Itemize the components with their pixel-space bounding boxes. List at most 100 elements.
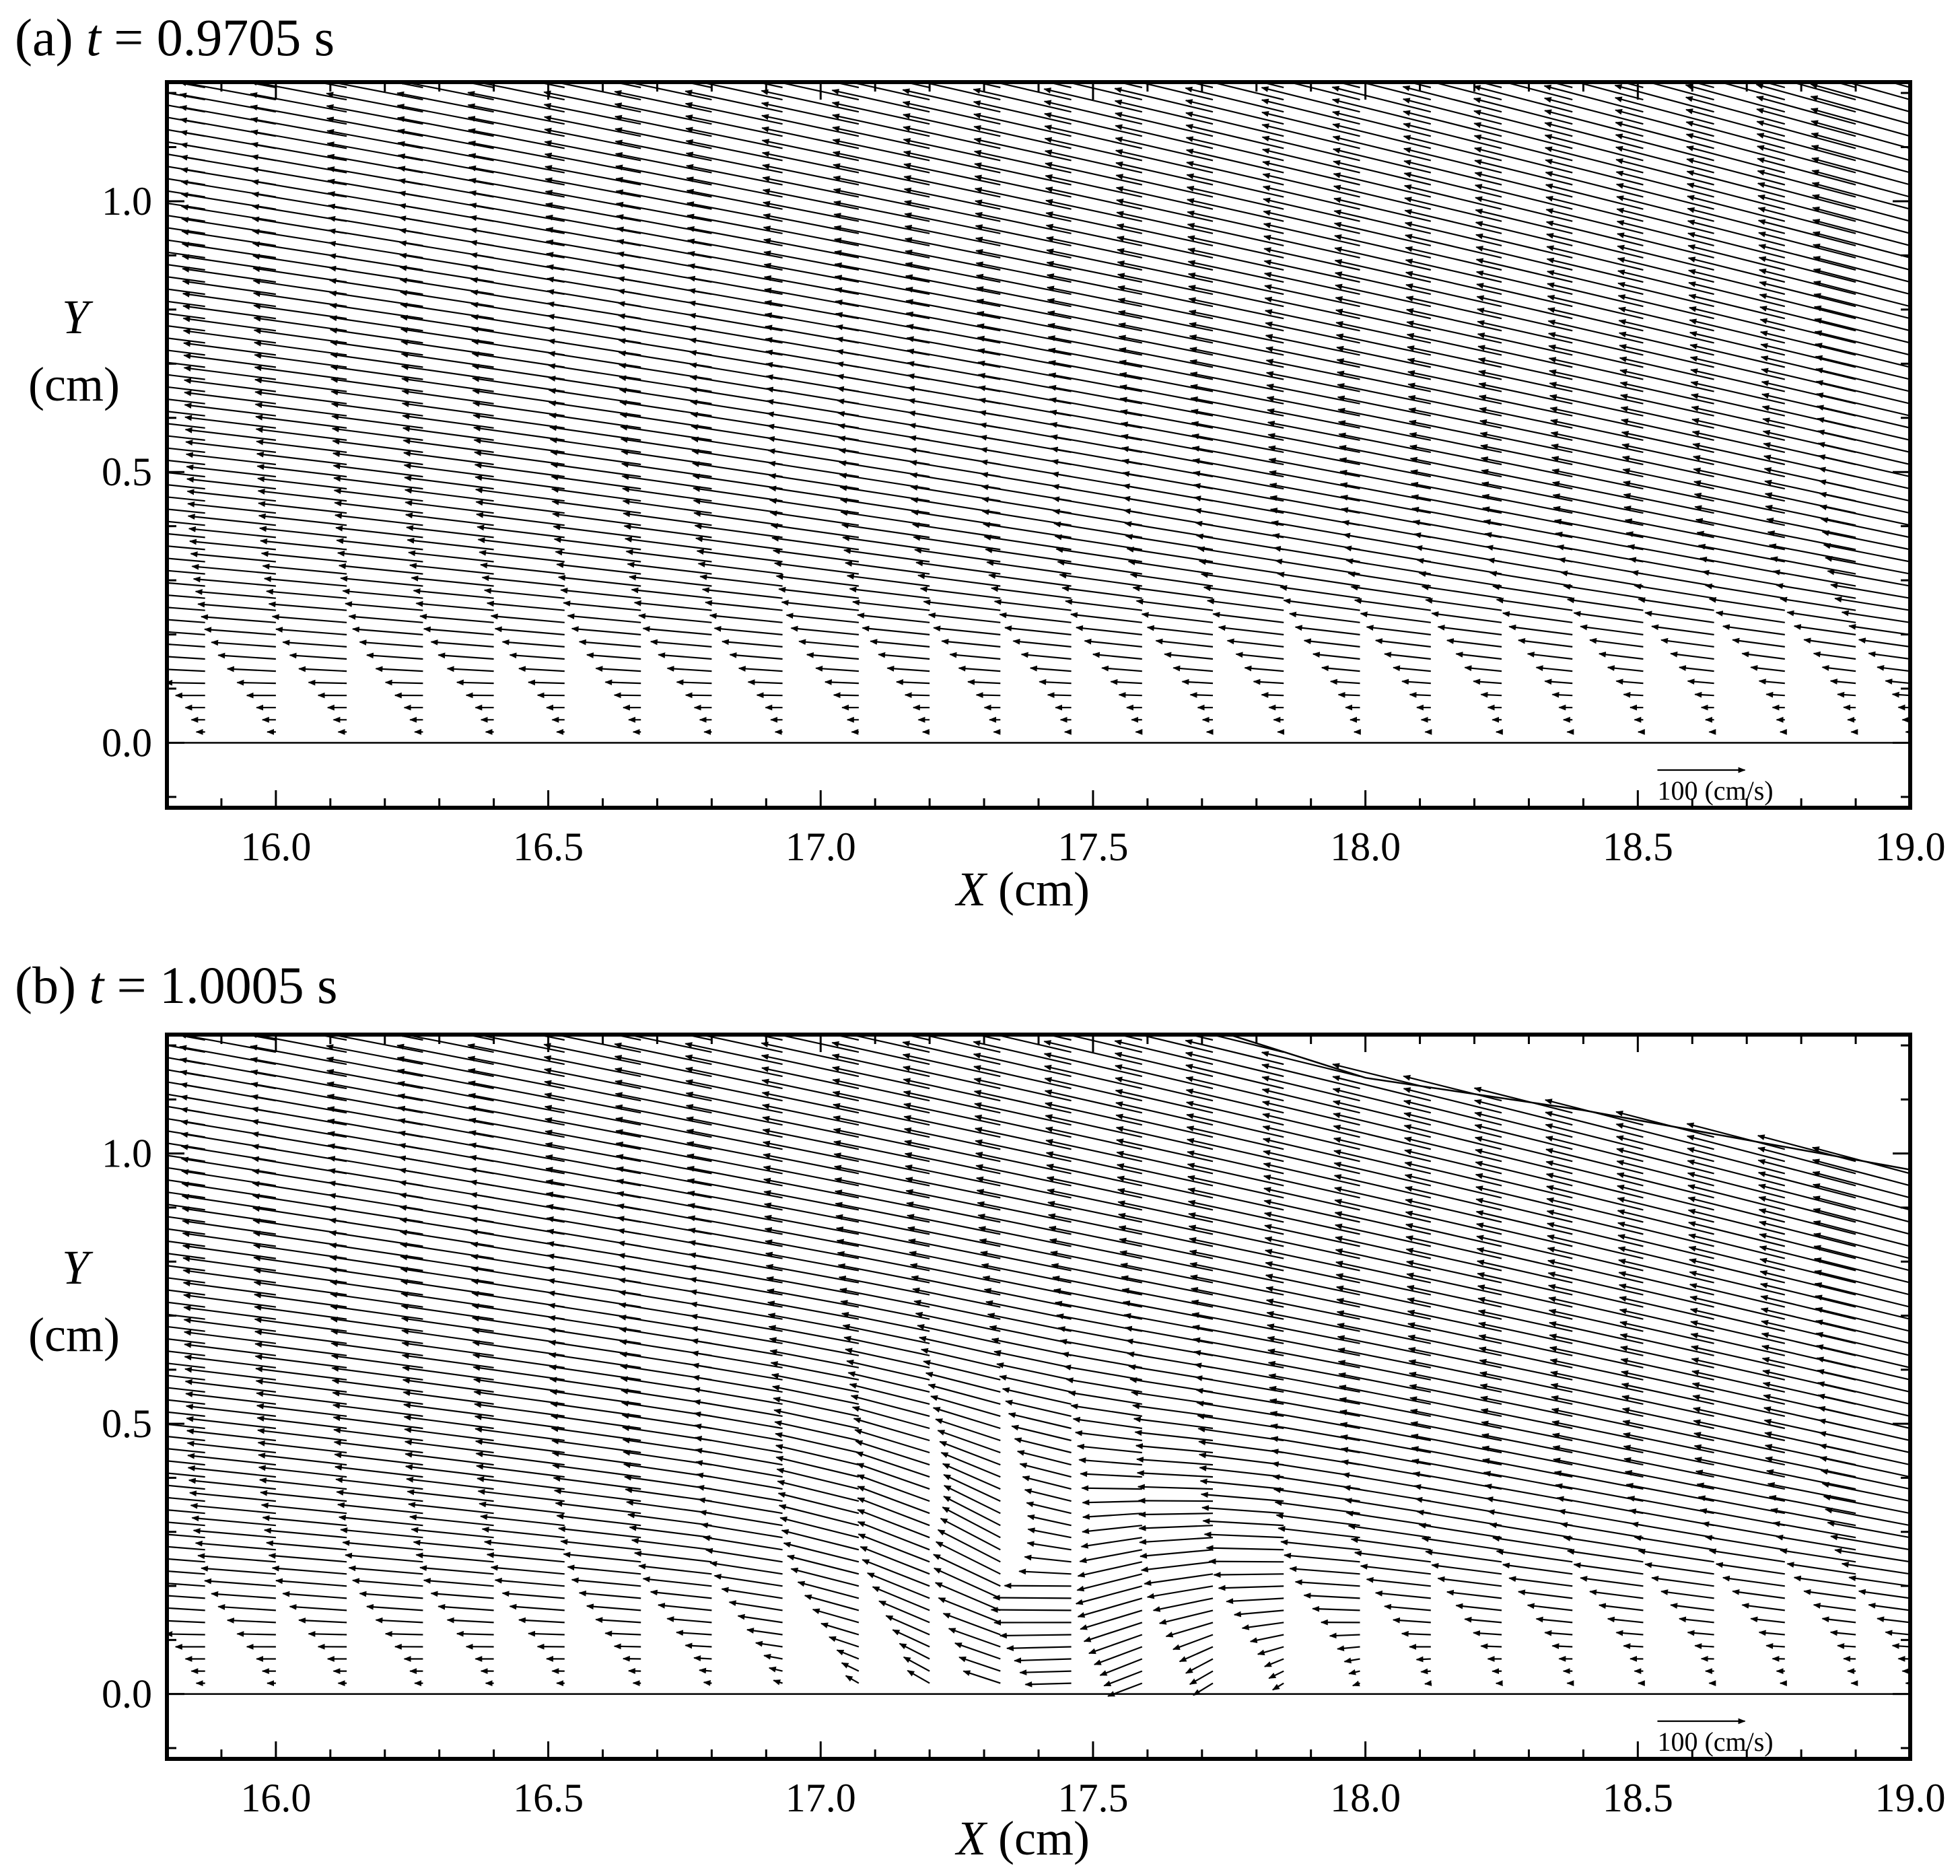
panel-b-vector-arrow [556, 1513, 641, 1527]
panel-a-vector-arrow [1264, 284, 1360, 308]
panel-b-vector-arrow [615, 1154, 712, 1175]
panel-a-vector-arrow [1265, 346, 1360, 368]
panel-b-vector-arrow [1620, 1358, 1714, 1381]
panel-b-vector-arrow [853, 1417, 930, 1442]
panel-b-vector-arrow [685, 1079, 783, 1102]
panel-b-reference-vector-label: 100 (cm/s) [1657, 1727, 1773, 1757]
panel-a-vector-arrow [1192, 458, 1284, 478]
panel-a-vector-arrow [1544, 146, 1644, 174]
panel-a-vector-arrow [167, 520, 205, 526]
panel-b-vector-arrow [257, 1440, 347, 1454]
panel-b-vector-arrow [692, 1375, 783, 1393]
panel-a-vector-arrow [1756, 108, 1856, 137]
panel-b-vector-arrow [849, 1383, 930, 1405]
panel-a-vector-arrow [1772, 569, 1856, 587]
panel-a-vector-arrow [691, 448, 783, 466]
panel-a-vector-arrow [1421, 584, 1502, 599]
panel-b-vector-arrow [254, 1342, 347, 1356]
panel-b-vector-arrow [1704, 1535, 1785, 1551]
panel-b-vector-arrow [1198, 1452, 1284, 1466]
panel-b-vector-arrow [337, 1502, 423, 1515]
panel-b-vector-arrow [1619, 1346, 1714, 1368]
panel-a-vector-arrow [1841, 610, 1910, 623]
panel-b-vector-arrow [1188, 1224, 1284, 1247]
panel-b-vector-arrow [1186, 1138, 1284, 1162]
panel-a-vector-arrow [182, 279, 277, 296]
panel-a-vector-arrow [1615, 121, 1714, 149]
panel-a-vector-arrow [761, 126, 860, 149]
panel-a-vector-arrow [1619, 344, 1714, 368]
panel-a-vector-arrow [399, 289, 494, 308]
panel-b-vector-arrow [943, 1473, 1001, 1502]
panel-a-vector-arrow [1786, 610, 1856, 623]
panel-b-vector-arrow [396, 1056, 494, 1078]
panel-a-vector-arrow [1115, 124, 1214, 149]
panel-b-vector-arrow [1350, 1537, 1431, 1551]
panel-a-vector-arrow [1212, 611, 1284, 623]
panel-b-vector-arrow [1226, 1597, 1284, 1605]
panel-b-vector-arrow [469, 1192, 565, 1211]
panel-b-vector-arrow [691, 1338, 783, 1356]
panel-a-x-tick-label: 19.0 [1875, 825, 1946, 869]
panel-a-vector-arrow [571, 626, 641, 635]
panel-b-vector-arrow [1689, 1295, 1786, 1320]
panel-b-vector-arrow [611, 1035, 641, 1041]
panel-b-vector-arrow [925, 1371, 1001, 1393]
panel-a-vector-arrow [903, 162, 1001, 186]
panel-b-vector-arrow [1076, 1443, 1142, 1454]
panel-b-vector-arrow [1758, 1208, 1856, 1235]
panel-b-vector-arrow [627, 1512, 712, 1527]
panel-a-vector-arrow [1476, 308, 1573, 332]
panel-b-vector-arrow [1617, 1221, 1714, 1247]
panel-b-vector-arrow [1818, 1431, 1910, 1454]
panel-a-vector-arrow [1189, 347, 1284, 368]
panel-a-vector-arrow [1181, 679, 1214, 685]
panel-a-vector-arrow [204, 627, 276, 635]
panel-b-vector-arrow [942, 1612, 1001, 1636]
panel-a-vector-arrow [1621, 443, 1714, 466]
panel-b-vector-arrow [187, 1453, 277, 1466]
panel-a-vector-arrow [1418, 571, 1502, 587]
panel-b-vector-arrow [1708, 1548, 1785, 1563]
panel-b-vector-arrow [167, 1228, 205, 1235]
panel-a-vector-arrow [695, 536, 783, 551]
panel-b-vector-arrow [1195, 1388, 1284, 1405]
panel-a-vector-arrow [839, 497, 930, 514]
panel-a-vector-arrow [1474, 171, 1573, 198]
panel-a-vector-arrow [185, 440, 277, 453]
panel-b-vector-arrow [1404, 1161, 1502, 1187]
panel-b-vector-arrow [992, 1595, 1072, 1601]
panel-b-vector-arrow [979, 1238, 1072, 1259]
panel-a-vector-arrow [253, 328, 347, 344]
panel-b-vector-arrow [721, 1587, 783, 1599]
panel-a-vector-arrow [396, 104, 494, 125]
panel-a-vector-arrow [1543, 84, 1644, 113]
panel-b-vector-arrow [1152, 1597, 1214, 1612]
panel-b-vector-arrow [479, 1501, 565, 1515]
panel-a-vector-arrow [685, 139, 783, 162]
panel-b-vector-arrow [1197, 1414, 1284, 1430]
panel-a-vector-arrow [396, 91, 494, 113]
panel-b-vector-arrow [1687, 1630, 1714, 1636]
panel-b-vector-arrow [1689, 1308, 1786, 1332]
panel-a-vector-arrow [974, 186, 1072, 210]
panel-a-vector-arrow [187, 514, 277, 526]
panel-a-vector-arrow [831, 101, 930, 125]
panel-b-vector-arrow [256, 1403, 347, 1417]
panel-b-vector-arrow [258, 1453, 347, 1466]
panel-a-vector-arrow [1555, 531, 1644, 551]
panel-b-vector-arrow [1383, 1603, 1431, 1611]
panel-a-vector-arrow [167, 545, 205, 551]
panel-a-vector-arrow [254, 402, 347, 417]
panel-b-vector-arrow [1479, 1358, 1573, 1381]
panel-b-vector-arrow [1270, 1423, 1360, 1442]
panel-b-vector-arrow [263, 1527, 347, 1539]
panel-a-vector-arrow [1615, 679, 1644, 685]
panel-a-vector-arrow [1616, 220, 1714, 246]
panel-a-vector-arrow [1044, 125, 1143, 149]
panel-a-vector-arrow [1644, 611, 1714, 623]
panel-b-vector-arrow [975, 1164, 1072, 1187]
panel-b-vector-arrow [1814, 1282, 1910, 1308]
panel-a-vector-arrow [1811, 145, 1910, 174]
